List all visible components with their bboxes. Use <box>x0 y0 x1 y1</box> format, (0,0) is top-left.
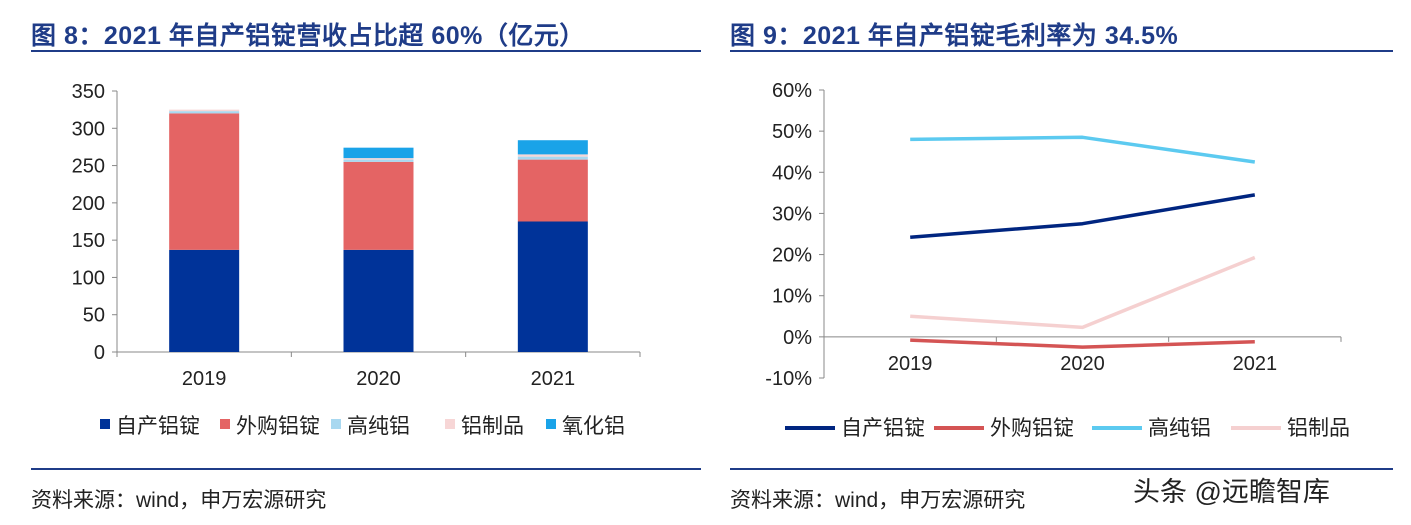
legend-label: 外购铝锭 <box>236 415 320 438</box>
series-line <box>910 193 1256 240</box>
y-tick-label: 50% <box>772 121 812 143</box>
y-tick-label: 40% <box>772 162 812 184</box>
y-tick-label: 250 <box>72 156 105 178</box>
series-line <box>910 338 1255 349</box>
y-tick-label: 300 <box>72 118 105 140</box>
y-tick-label: 350 <box>72 81 105 103</box>
x-tick-label: 2019 <box>182 368 227 390</box>
source-rule <box>31 468 701 470</box>
legend-label: 氧化铝 <box>562 415 625 438</box>
bar-segment <box>517 140 588 155</box>
x-tick-label: 2020 <box>1060 353 1105 375</box>
bar-segment <box>517 221 588 352</box>
bar-segment <box>517 156 588 160</box>
legend-swatch <box>331 419 341 429</box>
legend-swatch <box>220 419 230 429</box>
legend-label: 高纯铝 <box>347 415 410 438</box>
title-rule <box>31 50 701 52</box>
y-tick-label: 150 <box>72 230 105 252</box>
series-line <box>910 255 1256 330</box>
y-tick-label: -10% <box>765 368 812 390</box>
line-chart: -10% 0% 10% 20% 30% 40% 50% 60% 2019 2020 2021 自产铝锭… <box>765 80 1350 440</box>
legend-swatch <box>546 419 556 429</box>
chart-title: 图 9：2021 年自产铝锭毛利率为 34.5% <box>730 22 1179 50</box>
legend-swatch <box>100 419 110 429</box>
y-tick-label: 50 <box>83 305 105 327</box>
bar-segment <box>169 113 240 250</box>
y-tick-label: 30% <box>772 203 812 225</box>
bar-segment <box>343 147 414 159</box>
legend-swatch <box>445 419 455 429</box>
bar-segment <box>343 249 414 352</box>
bar-segment <box>169 249 240 352</box>
x-tick-label: 2021 <box>531 368 576 390</box>
x-tick-label: 2021 <box>1233 353 1278 375</box>
y-tick-label: 200 <box>72 193 105 215</box>
legend-label: 铝制品 <box>461 415 524 438</box>
y-tick-label: 20% <box>772 245 812 267</box>
bar-segment <box>169 109 240 112</box>
source-note: 资料来源：wind，申万宏源研究 <box>31 489 327 512</box>
legend-label: 自产铝锭 <box>116 415 200 438</box>
bar-segment <box>343 158 414 160</box>
right-chart-panel: 图 9：2021 年自产铝锭毛利率为 34.5% -10% 0% 10% 20% 30%… <box>705 0 1411 525</box>
chart-title: 图 8：2021 年自产铝锭营收占比超 60%（亿元） <box>31 22 585 50</box>
stacked-bar-chart: 0 50 100 150 200 250 300 350 2019 2020 2021 自产铝锭 外购铝… <box>72 81 641 438</box>
x-tick-label: 2019 <box>888 353 933 375</box>
y-tick-label: 60% <box>772 80 812 102</box>
source-note: 资料来源：wind，申万宏源研究 <box>730 489 1026 512</box>
legend-label: 自产铝锭 <box>841 417 925 440</box>
source-rule <box>730 468 1393 470</box>
bar-segment <box>343 159 414 162</box>
legend-label: 外购铝锭 <box>990 417 1074 440</box>
x-tick-label: 2020 <box>356 368 401 390</box>
watermark: 头条 @远瞻智库 <box>1133 477 1330 507</box>
bar-segment <box>517 154 588 157</box>
y-tick-label: 0% <box>783 327 812 349</box>
y-tick-label: 100 <box>72 267 105 289</box>
y-tick-label: 10% <box>772 286 812 308</box>
series-line <box>910 135 1256 164</box>
bar-segment <box>517 159 588 222</box>
title-rule <box>730 50 1393 52</box>
bar-segment <box>169 111 240 114</box>
legend-label: 铝制品 <box>1287 417 1350 440</box>
bar-segment <box>343 161 414 250</box>
y-tick-label: 0 <box>94 342 105 364</box>
left-chart-panel: 图 8：2021 年自产铝锭营收占比超 60%（亿元） 0 50 100 150 200… <box>0 0 705 525</box>
legend-label: 高纯铝 <box>1148 417 1211 440</box>
